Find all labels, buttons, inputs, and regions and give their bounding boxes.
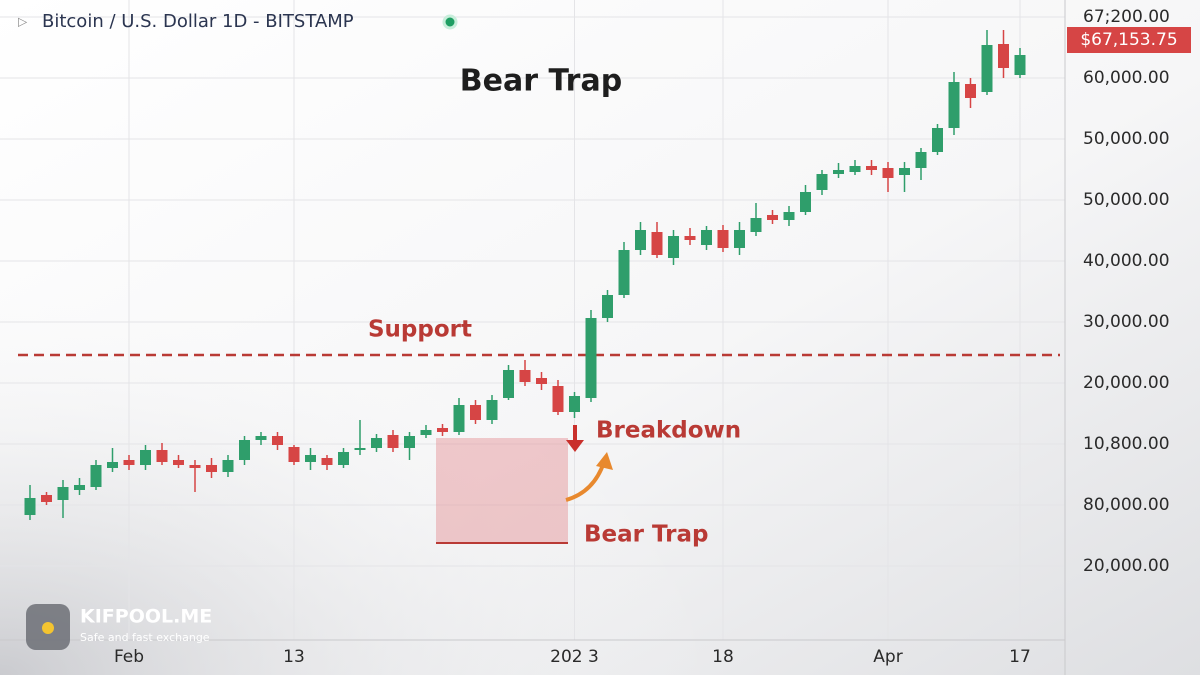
status-dot xyxy=(442,14,458,30)
candle-body xyxy=(503,370,514,398)
y-axis-label: 30,000.00 xyxy=(1083,312,1170,332)
candle-body xyxy=(750,218,762,232)
bear-trap-label: Bear Trap xyxy=(584,522,709,548)
x-tick-label: 18 xyxy=(712,647,734,667)
y-axis-label: 10,800.00 xyxy=(1083,434,1170,454)
candle-body xyxy=(717,230,729,248)
candle-body xyxy=(338,452,349,465)
x-tick-label: 202 3 xyxy=(550,647,599,667)
x-tick-label: Apr xyxy=(873,647,902,667)
candle-body xyxy=(74,485,85,490)
candle-body xyxy=(239,440,250,460)
candle-body xyxy=(618,250,630,295)
chart-title: Bear Trap xyxy=(460,64,622,99)
bear-trap-zone xyxy=(436,438,568,543)
y-axis-label: 67;200.00 xyxy=(1083,7,1170,27)
candle-body xyxy=(272,436,283,445)
x-tick-label: 17 xyxy=(1009,647,1031,667)
candle-body xyxy=(651,232,663,255)
candle-body xyxy=(635,230,646,250)
candle-body xyxy=(536,378,547,384)
brand-tagline: Safe and fast exchange xyxy=(80,631,210,644)
candle-body xyxy=(189,465,201,468)
candle-body xyxy=(24,498,36,515)
candle-body xyxy=(668,236,679,258)
symbol-header: Bitcoin / U.S. Dollar 1D - BITSTAMP xyxy=(42,11,354,32)
candle-body xyxy=(585,318,597,398)
y-axis-label: 50,000.00 xyxy=(1083,129,1170,149)
candle-body xyxy=(156,450,168,462)
candle-body xyxy=(321,458,333,465)
candle-body xyxy=(519,370,531,382)
candle-body xyxy=(371,438,382,448)
candle-body xyxy=(140,450,151,465)
candle-body xyxy=(552,386,564,412)
y-axis-label: 20,000.00 xyxy=(1083,373,1170,393)
candle-body xyxy=(965,84,976,98)
candle-body xyxy=(206,465,217,472)
support-label: Support xyxy=(368,317,472,343)
candle-body xyxy=(404,436,415,448)
candle-body xyxy=(816,174,828,190)
candle-body xyxy=(90,465,102,487)
candle-body xyxy=(998,44,1009,68)
candle-body xyxy=(387,435,399,448)
brand-logo-dot xyxy=(42,622,54,634)
candle-body xyxy=(437,428,448,432)
candle-body xyxy=(453,405,465,432)
candle-body xyxy=(882,168,894,178)
candle-body xyxy=(222,460,234,472)
x-tick-label: 13 xyxy=(283,647,305,667)
candle-body xyxy=(684,236,696,240)
candle-body xyxy=(899,168,910,175)
breakdown-arrow-head xyxy=(566,440,584,452)
candle-body xyxy=(305,455,316,462)
candle-body xyxy=(569,396,580,412)
y-axis-label: 80,000.00 xyxy=(1083,495,1170,515)
x-tick-label: Feb xyxy=(114,647,144,667)
candle-body xyxy=(701,230,712,245)
candle-body xyxy=(833,170,844,174)
y-axis-label: 20,000.00 xyxy=(1083,556,1170,576)
last-price-label: $67,153.75 xyxy=(1080,30,1177,50)
brand-name: KIFPOOL.ME xyxy=(80,606,212,628)
candle-body xyxy=(107,462,118,468)
candle-body xyxy=(981,45,993,92)
candle-body xyxy=(486,400,498,420)
candle-body xyxy=(915,152,927,168)
candle-body xyxy=(849,166,861,172)
candle-body xyxy=(123,460,135,465)
candle-body xyxy=(866,166,877,170)
candle-body xyxy=(41,495,52,502)
candle-body xyxy=(354,448,366,450)
candle-body xyxy=(57,487,69,500)
last-price-tag xyxy=(1067,27,1191,53)
collapse-icon[interactable]: ▷ xyxy=(18,15,28,29)
candle-body xyxy=(420,430,432,435)
candle-body xyxy=(767,215,778,220)
candle-body xyxy=(173,460,184,465)
candle-body xyxy=(1014,55,1026,75)
candle-body xyxy=(734,230,745,248)
candle-body xyxy=(800,192,811,212)
grid xyxy=(0,0,1065,640)
candle-body xyxy=(255,436,267,440)
candle-body xyxy=(602,295,613,318)
y-axis-label: 60,000.00 xyxy=(1083,68,1170,88)
breakdown-label: Breakdown xyxy=(596,418,741,444)
recovery-arrow-head xyxy=(596,452,613,470)
candle-body xyxy=(783,212,795,220)
candle-body xyxy=(932,128,943,152)
y-axis-label: 50,000.00 xyxy=(1083,190,1170,210)
candle-body xyxy=(948,82,960,128)
y-axis-label: 40,000.00 xyxy=(1083,251,1170,271)
candle-body xyxy=(288,447,300,462)
candle-body xyxy=(470,405,481,420)
